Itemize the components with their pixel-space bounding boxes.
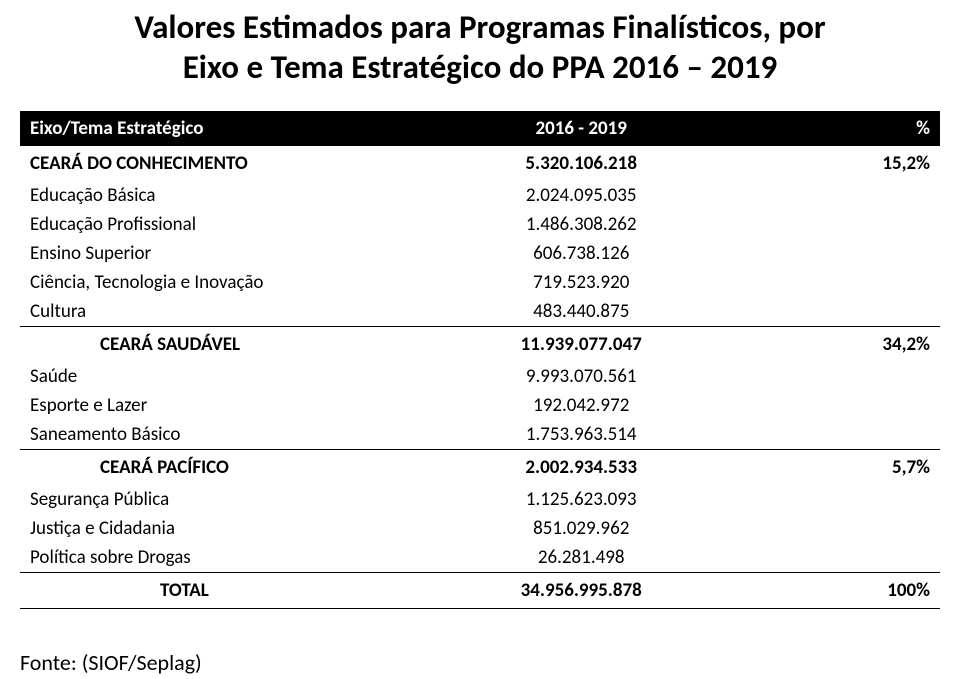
group-label: CEARÁ DO CONHECIMENTO [20,146,425,181]
item-value: 483.440.875 [425,297,738,327]
item-row: Ensino Superior606.738.126 [20,239,940,268]
item-pct [738,268,940,297]
item-value: 9.993.070.561 [425,362,738,391]
item-value: 1.125.623.093 [425,485,738,514]
data-table: Eixo/Tema Estratégico 2016 - 2019 % CEAR… [20,111,940,609]
item-pct [738,362,940,391]
group-pct: 15,2% [738,146,940,181]
item-pct [738,181,940,210]
item-label: Cultura [20,297,425,327]
group-pct: 5,7% [738,450,940,486]
item-row: Justiça e Cidadania851.029.962 [20,514,940,543]
item-label: Esporte e Lazer [20,391,425,420]
group-row: CEARÁ SAUDÁVEL11.939.077.04734,2% [20,327,940,363]
item-row: Educação Profissional1.486.308.262 [20,210,940,239]
item-row: Ciência, Tecnologia e Inovação719.523.92… [20,268,940,297]
page-title: Valores Estimados para Programas Finalís… [20,8,940,87]
source-label: Fonte: (SIOF/Seplag) [20,649,940,676]
title-line-1: Valores Estimados para Programas Finalís… [134,7,825,47]
group-value: 11.939.077.047 [425,327,738,363]
item-value: 1.486.308.262 [425,210,738,239]
item-pct [738,391,940,420]
item-label: Ciência, Tecnologia e Inovação [20,268,425,297]
item-value: 192.042.972 [425,391,738,420]
total-label: TOTAL [20,573,425,609]
item-label: Educação Profissional [20,210,425,239]
item-label: Política sobre Drogas [20,543,425,573]
header-pct: % [738,111,940,146]
item-row: Segurança Pública1.125.623.093 [20,485,940,514]
group-label: CEARÁ PACÍFICO [20,450,425,486]
total-value: 34.956.995.878 [425,573,738,609]
item-pct [738,239,940,268]
header-eixo: Eixo/Tema Estratégico [20,111,425,146]
total-pct: 100% [738,573,940,609]
item-label: Segurança Pública [20,485,425,514]
group-pct: 34,2% [738,327,940,363]
item-label: Saneamento Básico [20,420,425,450]
item-value: 719.523.920 [425,268,738,297]
item-pct [738,420,940,450]
group-row: CEARÁ PACÍFICO2.002.934.5335,7% [20,450,940,486]
group-label: CEARÁ SAUDÁVEL [20,327,425,363]
group-value: 2.002.934.533 [425,450,738,486]
total-row: TOTAL34.956.995.878100% [20,573,940,609]
item-row: Cultura483.440.875 [20,297,940,327]
item-pct [738,543,940,573]
item-label: Educação Básica [20,181,425,210]
group-value: 5.320.106.218 [425,146,738,181]
title-line-2: Eixo e Tema Estratégico do PPA 2016 – 20… [183,47,778,87]
item-value: 851.029.962 [425,514,738,543]
item-value: 26.281.498 [425,543,738,573]
item-pct [738,210,940,239]
item-label: Ensino Superior [20,239,425,268]
item-row: Esporte e Lazer192.042.972 [20,391,940,420]
item-row: Política sobre Drogas26.281.498 [20,543,940,573]
item-label: Justiça e Cidadania [20,514,425,543]
item-row: Saneamento Básico1.753.963.514 [20,420,940,450]
item-pct [738,514,940,543]
item-pct [738,485,940,514]
item-value: 2.024.095.035 [425,181,738,210]
item-pct [738,297,940,327]
item-row: Saúde9.993.070.561 [20,362,940,391]
item-row: Educação Básica2.024.095.035 [20,181,940,210]
header-period: 2016 - 2019 [425,111,738,146]
item-label: Saúde [20,362,425,391]
table-header-row: Eixo/Tema Estratégico 2016 - 2019 % [20,111,940,146]
item-value: 606.738.126 [425,239,738,268]
item-value: 1.753.963.514 [425,420,738,450]
group-row: CEARÁ DO CONHECIMENTO5.320.106.21815,2% [20,146,940,181]
